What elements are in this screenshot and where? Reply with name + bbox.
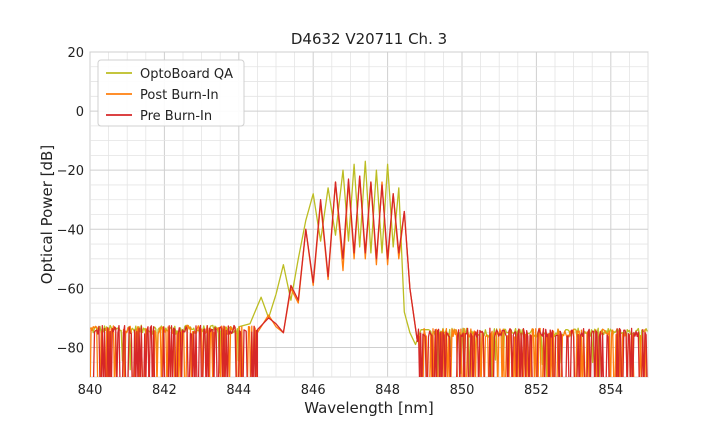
y-axis-label: Optical Power [dB]	[38, 145, 56, 284]
legend-label: OptoBoard QA	[140, 67, 233, 82]
legend-box	[97, 59, 245, 127]
tick-labels: 840 842 844 846 848 850 852 854 20 0 −20 −40 −60 −80	[57, 46, 624, 398]
y-tick-label: −60	[57, 282, 84, 297]
y-tick-label: 0	[76, 105, 84, 120]
series-line-pre-burn-in	[92, 175, 648, 377]
y-tick-label: −20	[57, 164, 84, 179]
x-tick-label: 848	[375, 383, 400, 398]
x-tick-label: 852	[524, 383, 549, 398]
y-tick-label: 20	[67, 46, 84, 61]
x-tick-label: 844	[226, 383, 251, 398]
legend-label: Pre Burn-In	[140, 109, 212, 124]
legend-label: Post Burn-In	[140, 88, 219, 103]
x-tick-label: 846	[301, 383, 326, 398]
x-tick-label: 850	[450, 383, 475, 398]
legend: OptoBoard QA Post Burn-In Pre Burn-In	[97, 59, 245, 127]
x-tick-label: 842	[152, 383, 177, 398]
chart-title: D4632 V20711 Ch. 3	[291, 30, 447, 48]
series-lines	[90, 160, 648, 377]
x-tick-label: 840	[78, 383, 103, 398]
y-tick-label: −80	[57, 341, 84, 356]
y-tick-label: −40	[57, 223, 84, 238]
x-tick-label: 854	[598, 383, 623, 398]
x-axis-label: Wavelength [nm]	[304, 399, 434, 417]
